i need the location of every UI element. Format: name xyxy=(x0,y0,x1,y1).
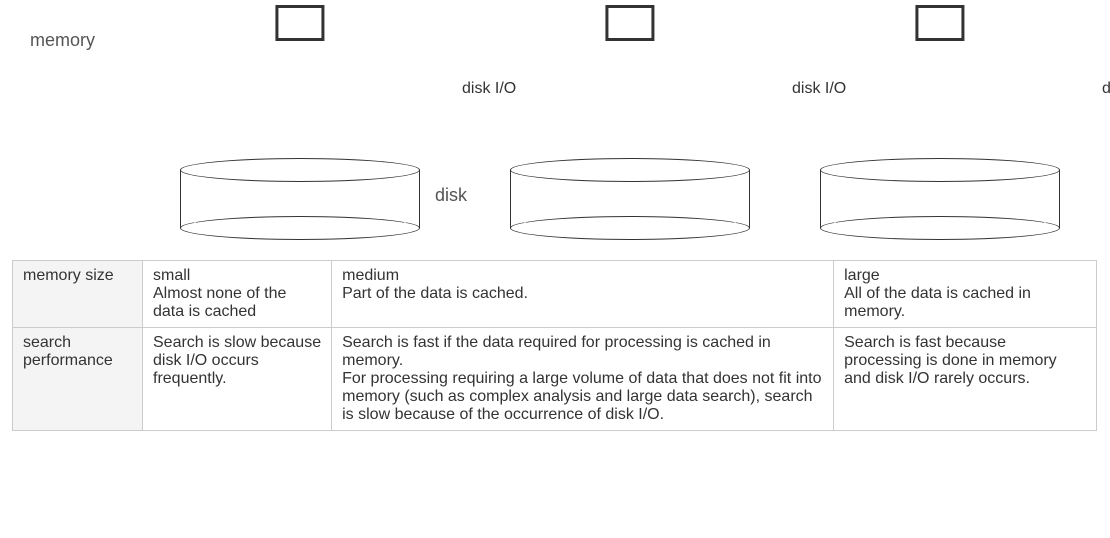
table-row-perf: search performance Search is slow becaus… xyxy=(13,328,1097,431)
info-table: memory size small Almost none of the dat… xyxy=(12,260,1097,431)
disk-data: data xyxy=(834,182,1046,226)
memory-data-medium: data xyxy=(614,14,645,32)
size-desc: Almost none of the data is cached xyxy=(153,285,286,320)
header-search-perf: search performance xyxy=(13,328,143,431)
cell-size-medium: medium Part of the data is cached. xyxy=(332,261,834,328)
cell-perf-small: Search is slow because disk I/O occurs f… xyxy=(143,328,332,431)
disk-medium: data xyxy=(510,158,750,240)
disk-large: data xyxy=(820,158,1060,240)
size-title: large xyxy=(844,267,1086,285)
cell-size-large: large All of the data is cached in memor… xyxy=(834,261,1097,328)
arrows-large: disk I/O xyxy=(790,72,1090,160)
size-title: medium xyxy=(342,267,823,285)
disk-data: data xyxy=(524,182,736,226)
disk-small: data xyxy=(180,158,420,240)
memory-box-small: data xyxy=(275,5,324,41)
cell-perf-medium: Search is fast if the data required for … xyxy=(332,328,834,431)
size-desc: All of the data is cached in memory. xyxy=(844,285,1031,320)
column-large: data disk I/O data xyxy=(800,0,1080,240)
io-label: disk I/O xyxy=(1102,80,1110,98)
disk-top xyxy=(180,158,420,182)
arrows-small: disk I/O xyxy=(150,72,450,160)
memory-data-large: data xyxy=(924,14,955,32)
disk-data: data xyxy=(194,182,406,226)
memory-box-medium: data xyxy=(605,5,654,41)
disk-top xyxy=(510,158,750,182)
column-small: data disk I/O data xyxy=(160,0,440,240)
cell-size-small: small Almost none of the data is cached xyxy=(143,261,332,328)
memory-data-small: data xyxy=(284,14,315,32)
cell-perf-large: Search is fast because processing is don… xyxy=(834,328,1097,431)
column-medium: data disk I/O data xyxy=(490,0,770,240)
memory-box-large: data xyxy=(915,5,964,41)
size-title: small xyxy=(153,267,321,285)
diagram-area: memory disk data disk I/O data data xyxy=(0,0,1110,240)
label-memory: memory xyxy=(30,30,95,51)
header-memory-size: memory size xyxy=(13,261,143,328)
disk-top xyxy=(820,158,1060,182)
arrows-medium: disk I/O xyxy=(480,72,780,160)
diagram-root: memory disk data disk I/O data data xyxy=(0,0,1110,431)
size-desc: Part of the data is cached. xyxy=(342,285,528,302)
table-row-size: memory size small Almost none of the dat… xyxy=(13,261,1097,328)
